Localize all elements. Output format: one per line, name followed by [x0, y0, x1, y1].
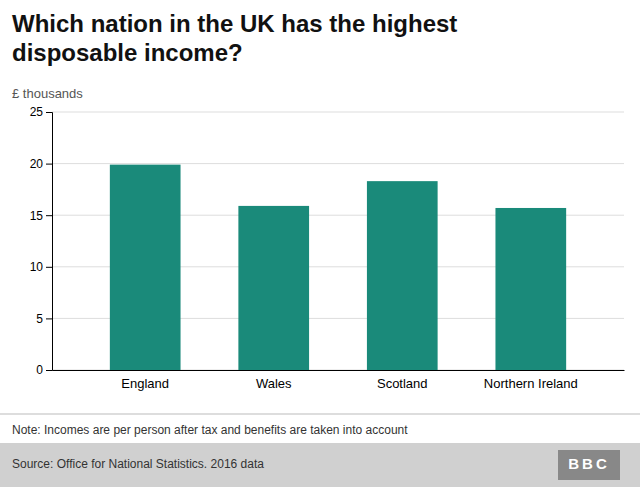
y-tick-mark: [46, 267, 52, 268]
y-axis-line: [46, 113, 53, 371]
chart-title-line: Which nation in the UK has the highest: [12, 10, 457, 37]
x-tick-label: Scotland: [377, 376, 428, 391]
chart-canvas: Which nation in the UK has the highestdi…: [0, 0, 640, 487]
grid-line: [52, 163, 624, 164]
logo-text: BBC: [568, 455, 610, 472]
chart-title: Which nation in the UK has the highestdi…: [12, 10, 457, 66]
chart-title-line: disposable income?: [12, 39, 243, 66]
x-tick-label: Northern Ireland: [484, 376, 578, 391]
y-tick-label: 0: [36, 363, 43, 377]
y-axis-label: £ thousands: [12, 86, 83, 101]
x-tick: Scotland: [377, 376, 428, 391]
bars: [110, 165, 566, 370]
separator: [0, 414, 640, 415]
grid-line: [52, 112, 624, 113]
bar: [367, 181, 438, 370]
y-tick-label: 25: [30, 105, 44, 119]
y-tick: 5: [36, 312, 52, 326]
y-tick-label: 5: [36, 312, 43, 326]
y-tick: 10: [30, 260, 52, 274]
x-tick: England: [121, 376, 169, 391]
y-tick: 25: [30, 105, 52, 119]
x-tick: Northern Ireland: [484, 376, 578, 391]
note: Note: Incomes are per person after tax a…: [12, 423, 408, 437]
bar: [495, 208, 566, 370]
bar: [238, 206, 309, 370]
logo-box: [558, 450, 620, 480]
grid: [52, 112, 624, 370]
y-tick-mark: [46, 164, 52, 165]
y-tick-mark: [46, 370, 52, 371]
y-tick-label: 10: [30, 260, 44, 274]
y-axis: 0 5 10 15 20 25: [30, 105, 53, 377]
plot-area: 0 5 10 15 20 25 England Wales Scotland Northern I…: [30, 105, 625, 391]
x-axis: England Wales Scotland Northern Ireland: [53, 371, 625, 392]
x-tick: Wales: [256, 376, 292, 391]
y-tick-label: 20: [30, 157, 44, 171]
y-tick-mark: [46, 112, 52, 113]
y-tick: 0: [36, 363, 52, 377]
y-tick: 15: [30, 209, 52, 223]
footer-background: [0, 443, 640, 487]
bar: [110, 165, 181, 370]
y-tick: 20: [30, 157, 52, 171]
y-tick-mark: [46, 215, 52, 216]
source: Source: Office for National Statistics. …: [12, 457, 264, 471]
x-tick-label: England: [121, 376, 169, 391]
x-axis-line: [53, 370, 625, 371]
x-tick-label: Wales: [256, 376, 292, 391]
y-tick-mark: [46, 318, 52, 319]
y-tick-label: 15: [30, 209, 44, 223]
